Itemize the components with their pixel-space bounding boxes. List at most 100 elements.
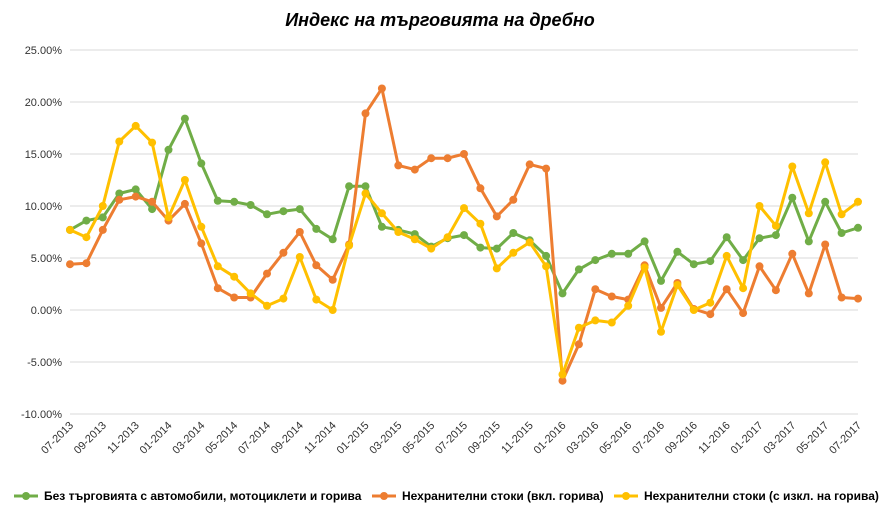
data-point xyxy=(328,306,337,314)
data-point xyxy=(722,251,731,260)
legend-marker xyxy=(380,492,388,500)
x-tick-label: 03-2016 xyxy=(564,420,601,457)
data-point xyxy=(542,251,551,260)
data-point xyxy=(591,316,600,325)
data-point xyxy=(98,213,107,222)
data-point xyxy=(706,298,715,307)
data-point xyxy=(492,212,501,221)
data-point xyxy=(706,257,715,266)
x-tick-label: 01-2017 xyxy=(729,420,766,457)
data-point xyxy=(230,293,239,302)
data-point xyxy=(706,310,715,319)
data-point xyxy=(328,275,337,284)
x-tick-label: 05-2014 xyxy=(203,420,240,457)
x-tick-label: 05-2017 xyxy=(794,420,831,457)
x-tick-label: 11-2013 xyxy=(105,420,141,456)
data-point xyxy=(837,210,846,219)
data-point xyxy=(476,184,485,193)
data-point xyxy=(771,231,780,240)
data-point xyxy=(394,228,403,236)
data-point xyxy=(213,196,222,205)
data-point xyxy=(361,182,370,191)
data-point xyxy=(722,285,731,294)
data-point xyxy=(476,219,485,228)
data-point xyxy=(312,261,321,270)
data-point xyxy=(771,286,780,295)
data-point xyxy=(574,265,583,274)
data-point xyxy=(230,197,239,206)
legend-marker xyxy=(22,492,30,500)
data-point xyxy=(509,195,518,204)
legend-label: Нехранителни стоки (вкл. горива) xyxy=(402,489,604,503)
data-point xyxy=(361,189,370,198)
x-tick-label: 01-2016 xyxy=(532,420,569,457)
data-point xyxy=(180,114,189,123)
data-point xyxy=(460,231,468,240)
data-point xyxy=(131,185,140,194)
data-point xyxy=(558,370,567,379)
data-point xyxy=(591,256,600,265)
data-point xyxy=(148,197,157,206)
data-point xyxy=(82,216,91,225)
data-point xyxy=(509,229,518,237)
data-point xyxy=(164,213,173,222)
x-tick-label: 05-2016 xyxy=(597,420,634,457)
x-tick-label: 01-2015 xyxy=(335,420,372,457)
data-point xyxy=(607,292,616,301)
data-point xyxy=(542,262,551,271)
data-point xyxy=(657,327,665,336)
y-tick-label: -5.00% xyxy=(27,357,62,369)
data-point xyxy=(279,294,288,303)
data-point xyxy=(345,241,354,250)
data-point xyxy=(689,260,698,269)
data-point xyxy=(377,222,386,231)
data-point xyxy=(279,207,288,216)
data-point xyxy=(788,249,797,258)
data-point xyxy=(148,205,157,214)
data-point xyxy=(246,201,255,209)
legend-label: Без търговията с автомобили, мотоциклети… xyxy=(44,489,362,503)
data-point xyxy=(739,256,748,265)
data-point xyxy=(542,164,551,173)
data-point xyxy=(673,281,682,289)
data-point xyxy=(804,209,813,218)
data-point xyxy=(312,295,321,304)
data-point xyxy=(328,235,337,244)
data-point xyxy=(460,150,468,158)
data-point xyxy=(263,301,271,310)
x-tick-label: 03-2015 xyxy=(367,420,404,457)
data-point xyxy=(394,161,403,170)
data-point xyxy=(263,210,271,219)
data-point xyxy=(98,225,107,234)
data-point xyxy=(558,376,567,385)
data-point xyxy=(558,289,567,298)
x-axis-ticks: 07-201309-201311-201301-201403-201405-20… xyxy=(39,420,864,457)
data-point xyxy=(377,209,386,218)
x-tick-label: 07-2017 xyxy=(827,420,864,457)
y-tick-label: 0.00% xyxy=(31,305,62,317)
data-point xyxy=(837,293,846,302)
data-point xyxy=(115,137,124,146)
data-point xyxy=(509,248,518,257)
data-point xyxy=(213,262,222,271)
data-point xyxy=(607,249,616,258)
x-tick-label: 09-2014 xyxy=(269,420,306,457)
data-point xyxy=(148,138,157,147)
data-point xyxy=(82,233,91,242)
x-tick-label: 07-2013 xyxy=(39,420,76,457)
data-point xyxy=(492,264,501,273)
data-point xyxy=(427,244,436,253)
y-tick-label: 5.00% xyxy=(31,253,62,265)
series-line xyxy=(69,124,859,376)
data-point xyxy=(657,276,665,285)
data-point xyxy=(115,189,124,198)
data-point xyxy=(804,237,813,246)
data-point xyxy=(755,234,764,243)
data-point xyxy=(574,340,583,349)
data-point xyxy=(591,285,600,294)
data-point xyxy=(295,228,304,236)
legend-item: Без търговията с автомобили, мотоциклети… xyxy=(14,489,362,503)
data-point xyxy=(131,192,140,201)
data-point xyxy=(640,263,649,272)
